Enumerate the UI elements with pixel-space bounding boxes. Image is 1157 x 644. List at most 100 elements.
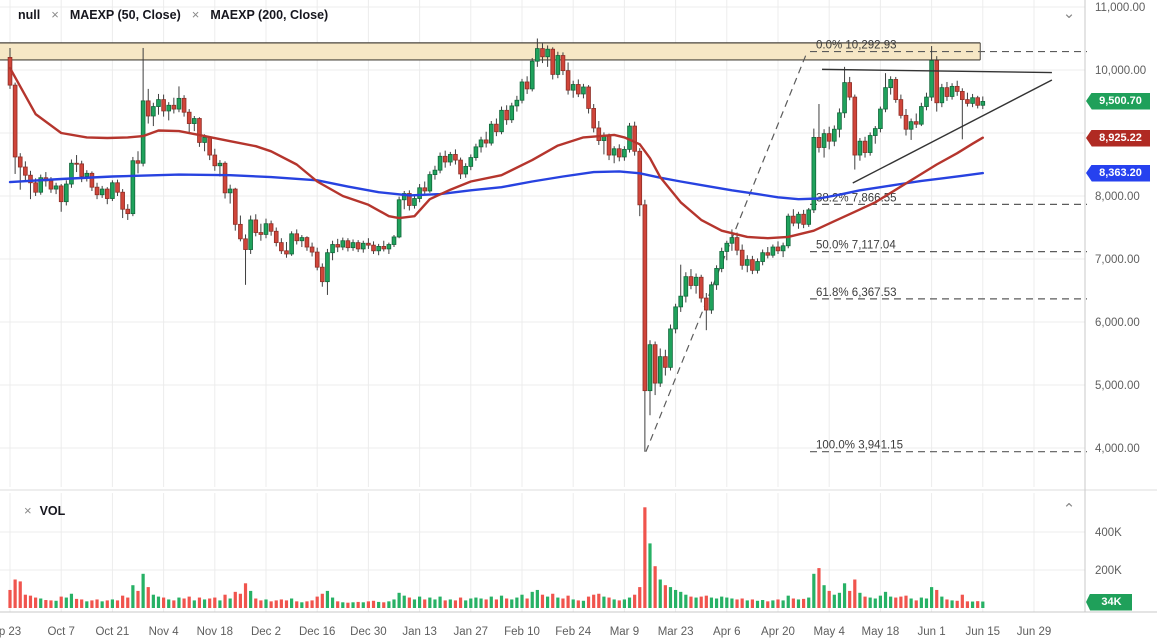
volume-pane-expand-chevron-up-icon[interactable]: ⌃ [1062, 501, 1076, 518]
volume-bar [648, 543, 652, 608]
volume-bar [546, 596, 550, 608]
candle-body [340, 240, 346, 248]
volume-bar [873, 598, 877, 608]
candle-body [908, 121, 914, 130]
volume-bar [39, 598, 43, 608]
candle-body [294, 233, 300, 242]
volume-bar [837, 592, 842, 608]
volume-bar [23, 594, 27, 608]
volume-bar [658, 579, 662, 608]
candle-body [483, 139, 489, 144]
volume-bar [817, 568, 821, 608]
candle-body [355, 242, 361, 250]
time-axis-label: p 23 [0, 626, 21, 638]
candle-body [693, 276, 699, 286]
volume-bar [80, 599, 84, 608]
candle-body [253, 219, 259, 233]
volume-bar [914, 600, 918, 608]
candle-body [130, 160, 136, 215]
volume-bar [74, 598, 79, 608]
time-axis-label: Apr 20 [761, 626, 795, 638]
close-icon[interactable]: × [191, 7, 200, 22]
candle-body [197, 118, 202, 143]
main-legend: null × MAEXP (50, Close) × MAEXP (200, C… [18, 7, 328, 22]
close-icon[interactable]: × [51, 7, 59, 22]
volume-bar [290, 598, 294, 608]
candle-body [53, 185, 59, 190]
volume-bar [643, 507, 647, 608]
candle-body [637, 150, 643, 206]
volume-bar [136, 590, 140, 608]
volume-bar [960, 594, 964, 608]
volume-bar [709, 597, 714, 608]
volume-bar [264, 599, 268, 608]
volume-bar [745, 600, 749, 608]
volume-bar [617, 600, 621, 608]
volume-bar [18, 581, 22, 608]
volume-bar [162, 597, 166, 608]
volume-axis-label: 200K [1095, 565, 1122, 577]
volume-bar [49, 600, 53, 608]
volume-bar [202, 599, 207, 608]
volume-bar [121, 595, 125, 608]
candle-body [412, 198, 417, 206]
volume-bar [28, 595, 33, 608]
candle-body [222, 162, 228, 194]
close-icon[interactable]: × [24, 503, 32, 518]
volume-bar [8, 589, 12, 608]
volume-bar [95, 599, 99, 608]
volume-bar [556, 597, 560, 608]
volume-bar [735, 599, 739, 608]
volume-bar [699, 596, 703, 608]
candle-body [919, 106, 924, 125]
volume-bar [377, 601, 381, 608]
volume-bar [904, 595, 908, 608]
candle-body [325, 252, 330, 283]
volume-bar [540, 594, 545, 608]
volume-bar [663, 585, 667, 608]
main-pane-collapse-chevron-down-icon[interactable]: ⌄ [1062, 5, 1076, 22]
candle-body [320, 266, 325, 283]
volume-bar [479, 598, 483, 608]
ma50-legend-label: MAEXP (50, Close) [69, 7, 181, 22]
volume-bar [720, 596, 724, 608]
time-axis-label: May 4 [814, 626, 846, 638]
candle-body [924, 96, 929, 107]
volume-bar [105, 600, 109, 608]
candle-body [335, 244, 340, 248]
time-axis-label: Feb 24 [555, 626, 591, 638]
candle-body [954, 85, 960, 92]
candle-body [171, 104, 177, 110]
candle-body [744, 259, 750, 266]
candle-body [115, 182, 120, 193]
candle-body [622, 148, 627, 158]
volume-bar [300, 602, 304, 608]
volume-bar [131, 585, 135, 608]
candle-body [785, 215, 791, 247]
volume-bar [464, 600, 468, 608]
candle-body [299, 237, 305, 242]
candle-body [391, 236, 397, 245]
candle-body [724, 242, 730, 252]
candle-body [74, 162, 79, 165]
volume-bar [894, 597, 898, 608]
price-axis-label: 11,000.00 [1095, 2, 1145, 14]
candle-body [23, 166, 28, 176]
ma50-price-badge: 8,925.22 [1086, 129, 1150, 147]
candle-body [314, 251, 320, 268]
candle-body [17, 156, 23, 168]
candle-body [576, 84, 581, 95]
volume-bar [607, 597, 611, 608]
price-axis-label: 10,000.00 [1095, 65, 1146, 77]
candle-body [883, 87, 888, 110]
volume-bar [371, 600, 376, 608]
candle-body [417, 187, 422, 199]
volume-pane-label: VOL [39, 503, 66, 518]
volume-bar [305, 601, 309, 608]
candle-body [847, 82, 852, 98]
candle-body [893, 79, 899, 101]
candle-body [791, 215, 796, 224]
candle-body [560, 55, 566, 72]
volume-bar [730, 598, 734, 608]
